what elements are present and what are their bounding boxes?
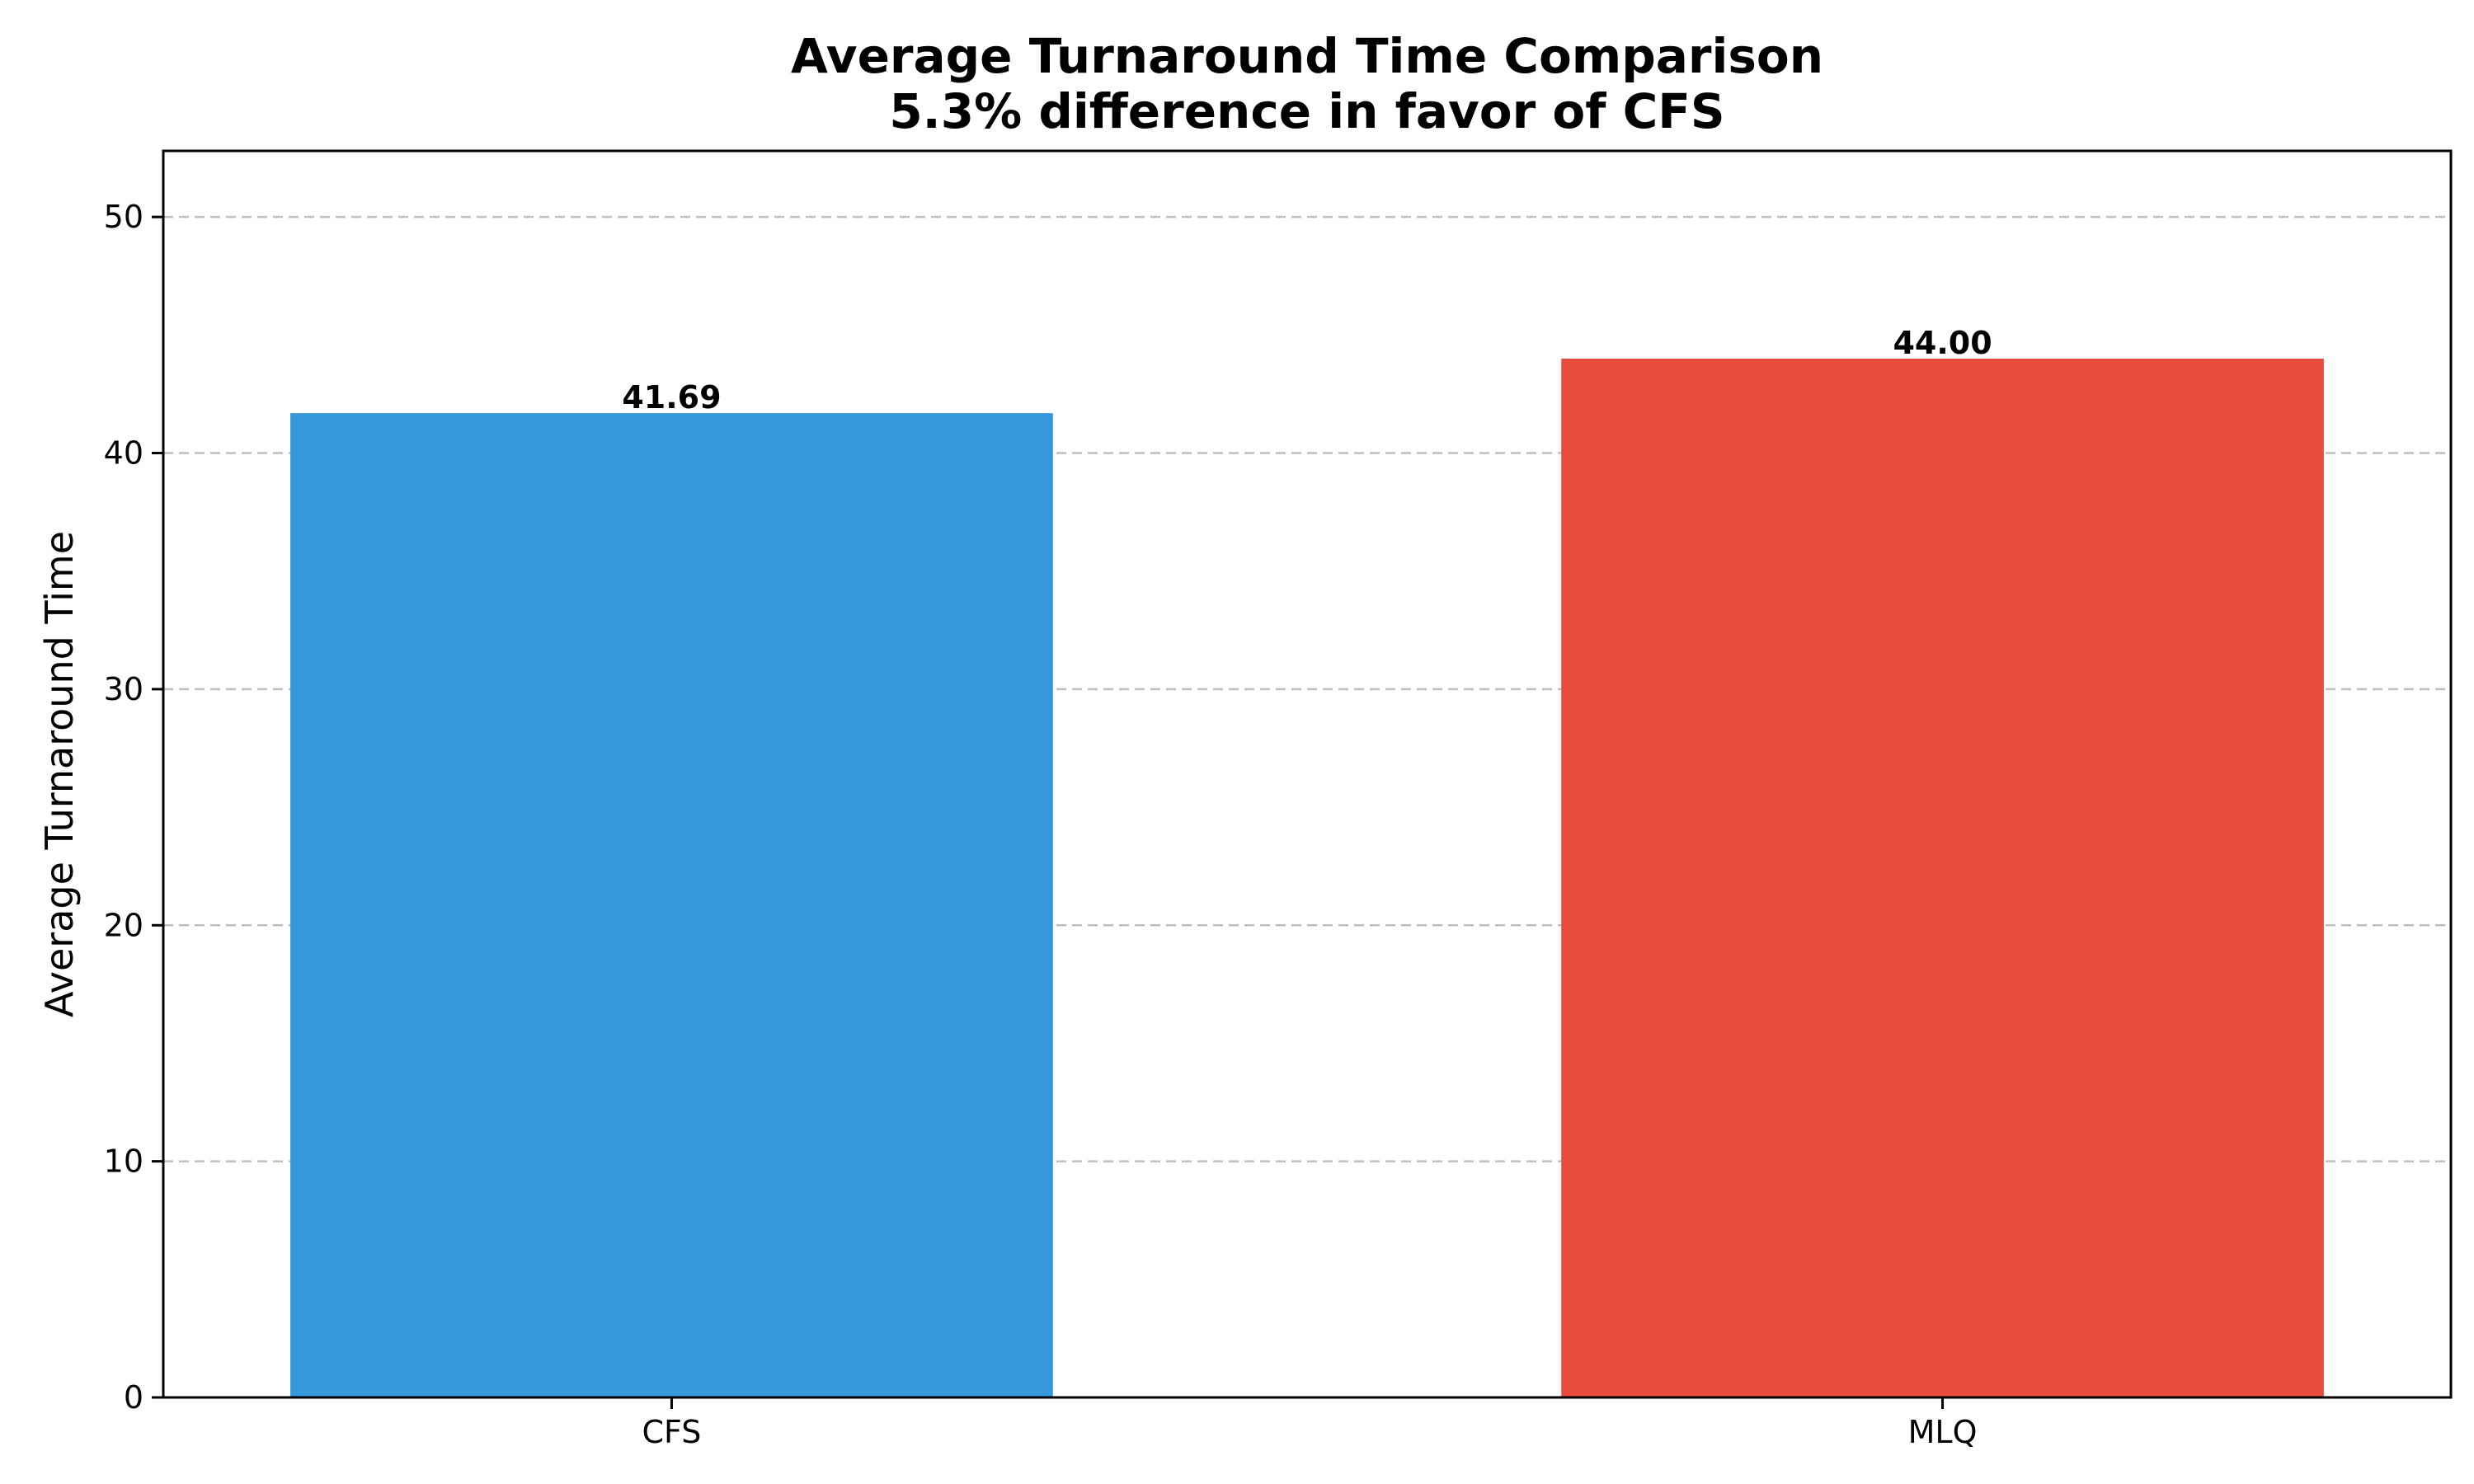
chart-subtitle: 5.3% difference in favor of CFS — [889, 83, 1724, 139]
bar-mlq — [1561, 359, 2324, 1397]
y-tick-label: 50 — [104, 199, 143, 235]
bar-value-label-cfs: 41.69 — [622, 379, 721, 416]
y-axis-ticks: 0 10 20 30 40 50 — [104, 199, 163, 1416]
x-tick-label-cfs: CFS — [642, 1414, 702, 1450]
bar-value-label-mlq: 44.00 — [1893, 325, 1992, 361]
x-tick-label-mlq: MLQ — [1908, 1414, 1978, 1450]
bars — [290, 359, 2324, 1397]
y-tick-label: 0 — [124, 1379, 143, 1416]
plot-frame — [162, 149, 2453, 1399]
y-tick-label: 10 — [104, 1144, 143, 1180]
y-tick-label: 30 — [104, 671, 143, 707]
bar-value-labels: 41.69 44.00 — [622, 325, 1992, 416]
chart-title: Average Turnaround Time Comparison — [791, 28, 1823, 84]
bar-cfs — [290, 413, 1053, 1397]
y-axis-label: Average Turnaround Time — [37, 531, 82, 1017]
x-axis-ticks: CFS MLQ — [642, 1397, 1978, 1450]
y-tick-label: 20 — [104, 907, 143, 943]
y-tick-label: 40 — [104, 435, 143, 472]
